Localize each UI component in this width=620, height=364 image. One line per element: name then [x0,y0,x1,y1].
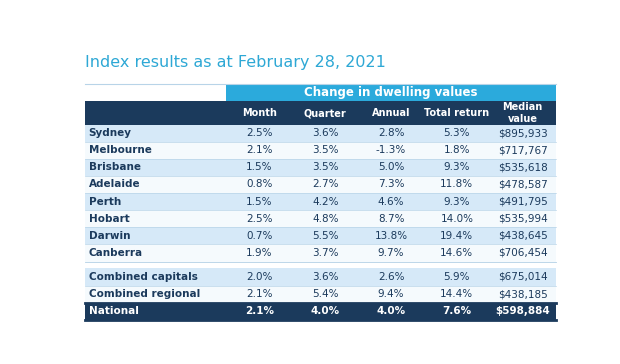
Text: 9.4%: 9.4% [378,289,404,299]
Text: $895,933: $895,933 [498,128,547,138]
Text: 13.8%: 13.8% [374,231,407,241]
Bar [85,262,556,268]
Text: 5.5%: 5.5% [312,231,339,241]
Text: 7.6%: 7.6% [442,306,471,316]
Text: $491,795: $491,795 [498,197,547,207]
Bar [85,268,556,285]
Text: -1.3%: -1.3% [376,145,406,155]
Text: $478,587: $478,587 [498,179,547,190]
Text: 2.8%: 2.8% [378,128,404,138]
Text: Sydney: Sydney [89,128,131,138]
Text: 0.8%: 0.8% [246,179,273,190]
Bar [85,102,556,124]
Text: Canberra: Canberra [89,248,143,258]
Text: Index results as at February 28, 2021: Index results as at February 28, 2021 [85,55,386,70]
Text: $535,994: $535,994 [498,214,547,224]
Text: 2.5%: 2.5% [246,214,273,224]
Text: Adelaide: Adelaide [89,179,140,190]
Text: 1.5%: 1.5% [246,162,273,173]
Text: 2.1%: 2.1% [246,289,273,299]
Text: 8.7%: 8.7% [378,214,404,224]
Text: National: National [89,306,138,316]
Bar [85,142,556,159]
Text: Brisbane: Brisbane [89,162,141,173]
Text: 4.0%: 4.0% [376,306,405,316]
Text: 2.5%: 2.5% [246,128,273,138]
Text: 0.7%: 0.7% [246,231,273,241]
Text: 11.8%: 11.8% [440,179,474,190]
Text: Month: Month [242,108,277,118]
Bar [85,227,556,244]
Bar [85,285,556,302]
Text: 4.6%: 4.6% [378,197,404,207]
Bar [226,84,556,102]
Text: 4.0%: 4.0% [311,306,340,316]
Bar [85,124,556,142]
Text: 9.7%: 9.7% [378,248,404,258]
Text: 14.0%: 14.0% [440,214,473,224]
Bar [85,84,226,102]
Text: Darwin: Darwin [89,231,130,241]
Text: 5.4%: 5.4% [312,289,339,299]
Text: 3.7%: 3.7% [312,248,339,258]
Text: $675,014: $675,014 [498,272,547,282]
Text: 3.5%: 3.5% [312,145,339,155]
Text: 2.6%: 2.6% [378,272,404,282]
Text: Quarter: Quarter [304,108,347,118]
Text: 2.0%: 2.0% [246,272,273,282]
Text: $598,884: $598,884 [495,306,550,316]
Text: $438,185: $438,185 [498,289,547,299]
Text: 3.6%: 3.6% [312,128,339,138]
Text: Hobart: Hobart [89,214,130,224]
Text: 9.3%: 9.3% [443,162,470,173]
Text: 1.8%: 1.8% [443,145,470,155]
Text: Combined capitals: Combined capitals [89,272,197,282]
Text: 14.6%: 14.6% [440,248,474,258]
Text: 4.8%: 4.8% [312,214,339,224]
Text: 1.9%: 1.9% [246,248,273,258]
Text: 19.4%: 19.4% [440,231,474,241]
Text: 5.0%: 5.0% [378,162,404,173]
Text: 5.9%: 5.9% [443,272,470,282]
Text: Total return: Total return [424,108,489,118]
Text: 9.3%: 9.3% [443,197,470,207]
Text: Combined regional: Combined regional [89,289,200,299]
Text: $535,618: $535,618 [498,162,547,173]
Text: $717,767: $717,767 [498,145,547,155]
Text: 2.7%: 2.7% [312,179,339,190]
Bar [85,176,556,193]
Bar [85,193,556,210]
Text: 1.5%: 1.5% [246,197,273,207]
Text: $438,645: $438,645 [498,231,547,241]
Text: 3.6%: 3.6% [312,272,339,282]
Text: Melbourne: Melbourne [89,145,151,155]
Text: 5.3%: 5.3% [443,128,470,138]
Bar [85,244,556,262]
Text: 14.4%: 14.4% [440,289,474,299]
Text: Annual: Annual [372,108,410,118]
Text: 2.1%: 2.1% [246,145,273,155]
Text: 4.2%: 4.2% [312,197,339,207]
Bar [85,210,556,227]
Text: Perth: Perth [89,197,121,207]
Text: Change in dwelling values: Change in dwelling values [304,86,478,99]
Bar [85,302,556,320]
Text: 2.1%: 2.1% [245,306,274,316]
Text: Median
value: Median value [503,102,542,124]
Text: 7.3%: 7.3% [378,179,404,190]
Text: 3.5%: 3.5% [312,162,339,173]
Bar [85,159,556,176]
Text: $706,454: $706,454 [498,248,547,258]
